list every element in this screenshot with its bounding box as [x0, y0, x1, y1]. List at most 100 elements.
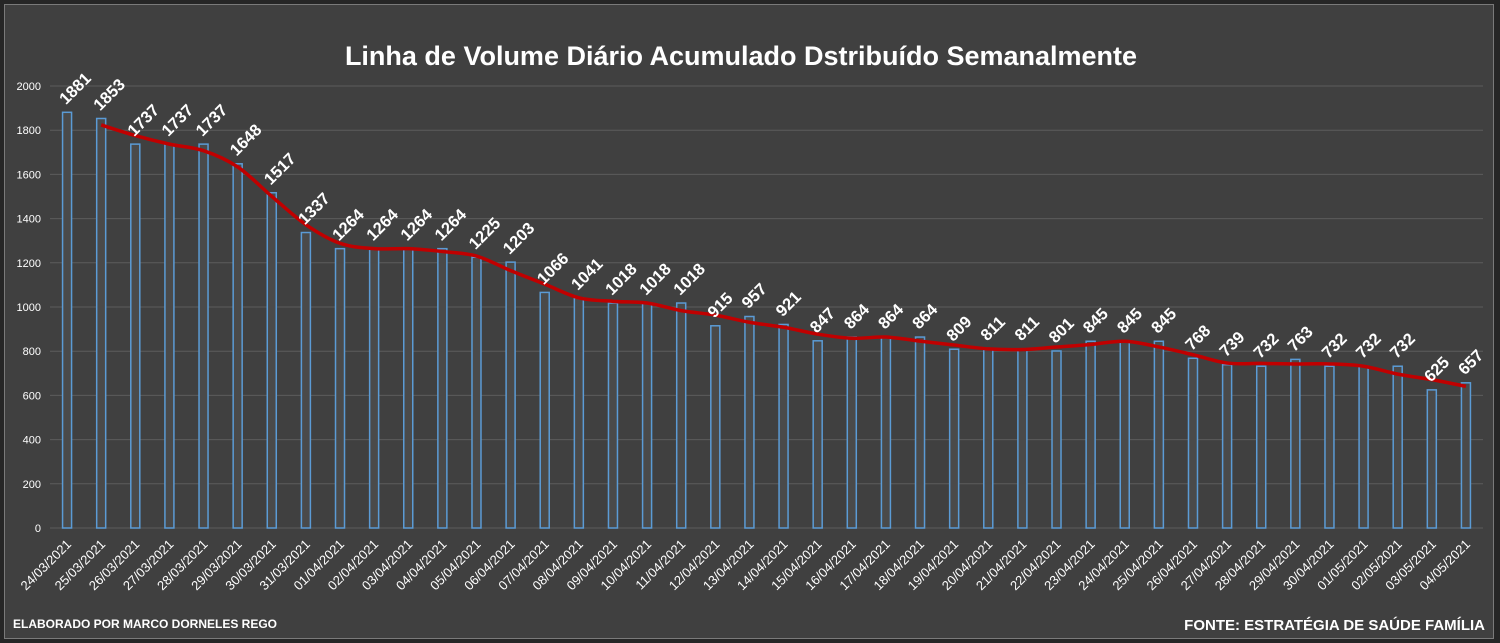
bar: [948, 348, 960, 529]
data-label: 732: [1353, 330, 1385, 362]
data-label: 921: [773, 288, 805, 320]
bar: [1221, 363, 1233, 529]
bar: [266, 191, 278, 529]
bar: [130, 143, 141, 529]
bar: [983, 348, 994, 529]
bar: [573, 297, 585, 529]
bar: [846, 336, 858, 529]
data-label: 1041: [568, 255, 607, 294]
y-tick-label: 0: [35, 523, 41, 535]
y-tick-label: 200: [23, 479, 41, 491]
data-label: 732: [1387, 330, 1419, 362]
data-label: 1066: [534, 250, 573, 289]
data-label: 1737: [124, 101, 163, 140]
bar: [403, 247, 414, 529]
bars: [61, 111, 1472, 529]
chart-frame: Linha de Volume Diário Acumulado Dstribu…: [4, 4, 1494, 639]
bar: [744, 315, 755, 529]
y-tick-label: 800: [23, 346, 41, 358]
data-label: 768: [1182, 322, 1214, 354]
bar: [607, 302, 619, 529]
bar: [1324, 365, 1335, 529]
data-label: 739: [1216, 328, 1248, 360]
bar: [334, 247, 346, 529]
y-tick-label: 1400: [17, 214, 41, 226]
data-label: 1517: [261, 150, 300, 189]
data-label: 1881: [56, 69, 95, 108]
footer-source: FONTE: ESTRATÉGIA DE SAÚDE FAMÍLIA: [1184, 616, 1485, 634]
bar: [1119, 340, 1130, 529]
data-label: 811: [1011, 313, 1043, 345]
bar: [300, 231, 312, 529]
bar: [437, 247, 448, 529]
bar: [1290, 358, 1301, 529]
bar: [710, 325, 721, 529]
gridlines: [50, 85, 1483, 529]
data-label: 1264: [397, 205, 436, 244]
bar: [471, 256, 482, 529]
bar: [1085, 340, 1096, 529]
data-label: 809: [943, 313, 975, 345]
trend-line: [100, 123, 1467, 389]
bar: [95, 117, 107, 529]
y-tick-label: 400: [23, 435, 41, 447]
bar: [505, 261, 516, 529]
y-tick-label: 1800: [17, 125, 41, 137]
y-tick-label: 1000: [17, 302, 41, 314]
data-label: 763: [1284, 323, 1316, 355]
data-label: 845: [1080, 305, 1112, 337]
bar: [1051, 350, 1062, 529]
bar: [164, 143, 175, 529]
bar: [232, 163, 243, 529]
y-tick-label: 1600: [17, 169, 41, 181]
data-label: 1203: [500, 219, 539, 258]
y-tick-label: 1200: [17, 258, 41, 270]
bar: [1187, 357, 1199, 529]
bar: [198, 143, 209, 529]
bar: [641, 302, 653, 529]
data-label: 845: [1148, 305, 1180, 337]
y-axis: 0 200 400 600 800 1000 1200 1400 1600 1800 2000: [17, 81, 41, 535]
data-label: 1264: [431, 205, 470, 244]
bar: [778, 323, 789, 529]
data-label: 1264: [329, 205, 368, 244]
bar: [1017, 348, 1028, 529]
data-label: 1018: [636, 260, 675, 299]
bar: [675, 302, 687, 529]
data-label: 1018: [602, 260, 641, 299]
data-label: 1648: [227, 121, 266, 160]
data-label: 625: [1421, 354, 1453, 386]
bar: [368, 247, 380, 529]
data-label: 1853: [90, 76, 129, 115]
bar: [1392, 365, 1403, 529]
data-label: 732: [1250, 330, 1282, 362]
x-axis: 24/03/202125/03/202126/03/202127/03/2021…: [18, 537, 1474, 594]
data-label: 732: [1319, 330, 1351, 362]
chart-title: Linha de Volume Diário Acumulado Dstribu…: [345, 41, 1137, 71]
y-tick-label: 600: [23, 390, 41, 402]
data-label: 957: [739, 280, 771, 312]
data-label: 1018: [670, 260, 709, 299]
data-label: 845: [1114, 305, 1146, 337]
bar: [880, 336, 892, 529]
bar: [1153, 340, 1165, 529]
data-label: 811: [977, 313, 1009, 345]
bar: [1426, 389, 1438, 529]
y-tick-label: 2000: [17, 81, 41, 93]
bar: [1460, 382, 1472, 529]
bar: [914, 336, 926, 529]
data-label: 801: [1046, 315, 1078, 347]
data-label: 864: [841, 300, 874, 333]
bar: [539, 291, 550, 529]
bar: [1358, 365, 1369, 529]
bar: [61, 111, 73, 529]
data-label: 1264: [363, 205, 402, 244]
data-label: 1737: [193, 101, 232, 140]
bar: [1255, 365, 1267, 529]
bar: [812, 340, 823, 529]
data-label: 1737: [159, 101, 198, 140]
data-label: 1225: [466, 214, 505, 253]
footer-credit: ELABORADO POR MARCO DORNELES REGO: [13, 617, 277, 631]
chart: Linha de Volume Diário Acumulado Dstribu…: [13, 41, 1487, 634]
data-label: 864: [909, 300, 942, 333]
